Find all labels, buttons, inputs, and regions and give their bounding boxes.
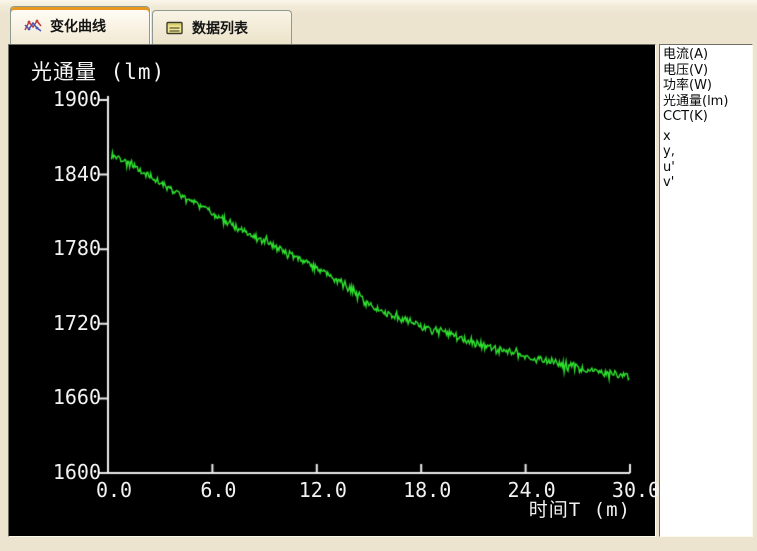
tab-label-change-curve: 变化曲线 xyxy=(50,18,106,35)
y-tick-label: 1900 xyxy=(52,87,101,111)
tab-change-curve[interactable]: 变化曲线 xyxy=(10,6,150,44)
y-tick-label: 1840 xyxy=(52,161,101,186)
legend-list: 电流(A) 电压(V) 功率(W) 光通量(lm) CCT(K) x y, u' v' xyxy=(660,45,752,191)
legend-item[interactable]: CCT(K) xyxy=(663,109,708,124)
legend-panel: 电流(A) 电压(V) 功率(W) 光通量(lm) CCT(K) x y, u' v' xyxy=(659,44,753,537)
tab-data-list[interactable]: 数据列表 xyxy=(152,10,292,44)
y-tick-label: 1600 xyxy=(52,460,101,484)
curve-chart-icon xyxy=(24,18,42,34)
legend-item[interactable]: u' xyxy=(663,159,675,175)
tab-label-data-list: 数据列表 xyxy=(192,20,248,37)
legend-item[interactable]: 电压(V) xyxy=(663,62,709,78)
x-tick-label: 18.0 xyxy=(403,478,452,502)
data-list-icon xyxy=(166,20,184,36)
x-tick-label: 30.0 xyxy=(611,478,661,502)
y-tick-label: 1660 xyxy=(52,385,101,410)
chart-panel: 光通量 (lm) 1900 1840 1780 1720 1660 1600 0.0 6.0 1… xyxy=(8,44,660,537)
legend-item[interactable]: v' xyxy=(663,175,675,190)
legend-item[interactable]: x xyxy=(663,128,671,144)
x-tick-label: 0.0 xyxy=(95,478,133,502)
plot-area: 光通量 (lm) 1900 1840 1780 1720 1660 1600 0.0 6.0 1… xyxy=(9,45,660,536)
chart-title: 光通量 (lm) xyxy=(31,60,166,84)
y-tick-label: 1720 xyxy=(52,310,101,335)
x-tick-label: 12.0 xyxy=(298,478,347,502)
legend-item[interactable]: 光通量(lm) xyxy=(663,93,729,109)
legend-item[interactable]: 功率(W) xyxy=(663,78,712,93)
legend-item[interactable]: 电流(A) xyxy=(663,47,709,62)
y-tick-label: 1780 xyxy=(52,236,101,261)
tab-bar: 变化曲线 数据列表 xyxy=(0,0,757,44)
x-axis-label: 时间T (m) xyxy=(528,499,631,521)
x-tick-label: 24.0 xyxy=(507,478,556,502)
legend-item[interactable]: y, xyxy=(663,144,675,159)
chart-canvas xyxy=(9,45,655,536)
x-tick-label: 6.0 xyxy=(200,478,237,502)
